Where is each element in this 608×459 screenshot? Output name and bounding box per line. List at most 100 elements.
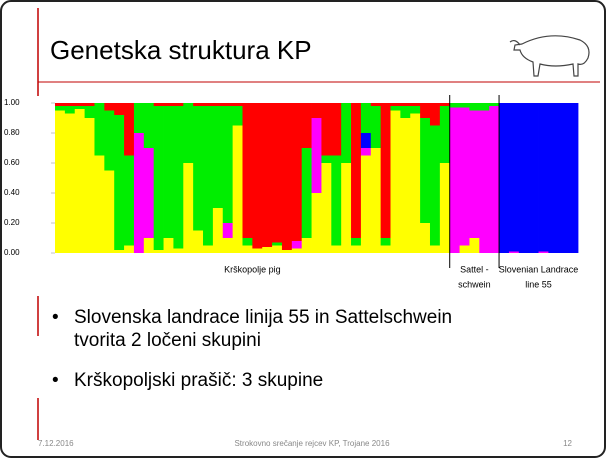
bar-segment: [469, 103, 479, 111]
slide: Genetska struktura KP • Slovenska landra…: [0, 0, 608, 459]
y-tick-label: 0.20: [4, 218, 20, 227]
bar-segment: [351, 103, 361, 238]
bar-segment: [55, 103, 65, 106]
bar-segment: [144, 148, 154, 238]
bar-segment: [124, 246, 134, 254]
bar-segment: [331, 103, 341, 156]
bar-segment: [124, 103, 134, 156]
bar-segment: [75, 106, 85, 109]
bar-segment: [292, 241, 302, 249]
bar-segment: [410, 114, 420, 254]
bar-segment: [361, 148, 371, 156]
group-label: Slovenian Landrace: [499, 264, 579, 274]
bar-segment: [371, 106, 381, 148]
bar-segment: [223, 238, 233, 253]
bar-segment: [410, 106, 420, 114]
bar-segment: [213, 106, 223, 208]
bar-segment: [361, 156, 371, 254]
bar-segment: [391, 106, 401, 111]
bar-segment: [509, 103, 519, 252]
bar-segment: [341, 103, 351, 163]
bullet-marker: •: [52, 370, 59, 391]
footer-date: 7.12.2016: [38, 439, 74, 448]
bar-segment: [164, 106, 174, 238]
bullet-text: tvorita 2 ločeni skupini: [74, 330, 261, 351]
footer-page: 12: [563, 439, 572, 448]
bar-segment: [262, 103, 272, 247]
bar-segment: [94, 156, 104, 254]
bar-segment: [450, 103, 460, 108]
bar-segment: [272, 246, 282, 254]
bar-segment: [489, 103, 499, 106]
bullets: • Slovenska landrace linija 55 in Sattel…: [52, 307, 452, 391]
bar-segment: [233, 106, 243, 126]
bar-segment: [65, 103, 75, 106]
bar-segment: [193, 106, 203, 231]
group-label: schwein: [458, 279, 491, 289]
bar-segment: [302, 103, 312, 148]
bar-segment: [252, 103, 262, 249]
bar-segment: [430, 126, 440, 246]
bar-segment: [381, 238, 391, 246]
bar-segment: [193, 103, 203, 106]
bar-segment: [381, 103, 391, 238]
bar-segment: [361, 133, 371, 148]
bar-segment: [420, 118, 430, 223]
bar-segment: [85, 118, 95, 253]
group-label: Krškopolje pig: [224, 264, 281, 274]
bar-segment: [400, 103, 410, 106]
bar-segment: [410, 103, 420, 106]
bar-segment: [223, 103, 233, 106]
slide-title: Genetska struktura KP: [50, 35, 312, 65]
bar-segment: [371, 148, 381, 253]
bar-segment: [272, 103, 282, 243]
bullet-marker: •: [52, 307, 59, 328]
bar-segment: [321, 163, 331, 253]
bar-segment: [341, 163, 351, 253]
bar-segment: [144, 103, 154, 148]
bar-segment: [391, 111, 401, 254]
bar-segment: [558, 103, 568, 253]
bar-segment: [529, 103, 539, 253]
bar-segment: [400, 118, 410, 253]
bar-segment: [479, 111, 489, 254]
bar-segment: [203, 106, 213, 246]
bar-segment: [361, 103, 371, 133]
bar-segment: [321, 156, 331, 164]
bar-segment: [440, 103, 450, 106]
y-tick-label: 0.80: [4, 128, 20, 137]
bar-segment: [124, 156, 134, 246]
bar-segment: [213, 208, 223, 253]
bar-segment: [420, 223, 430, 253]
bar-segment: [400, 106, 410, 118]
bar-segment: [233, 103, 243, 106]
bar-segment: [450, 108, 460, 254]
bar-segment: [173, 103, 183, 106]
bar-segment: [430, 246, 440, 254]
bar-segment: [469, 111, 479, 239]
bar-segment: [509, 252, 519, 254]
y-tick-label: 0.60: [4, 158, 20, 167]
bar-segment: [262, 247, 272, 253]
bar-segment: [331, 156, 341, 246]
bar-segment: [252, 249, 262, 254]
bar-segment: [85, 103, 95, 106]
bar-segment: [242, 238, 252, 246]
bar-segment: [223, 223, 233, 238]
bar-segment: [203, 103, 213, 106]
bar-segment: [154, 103, 164, 106]
bar-segment: [134, 103, 144, 133]
bar-segment: [469, 238, 479, 253]
group-label: line 55: [525, 279, 552, 289]
bar-segment: [164, 238, 174, 253]
footer-event: Strokovno srečanje rejcev KP, Trojane 20…: [234, 439, 390, 448]
bar-segment: [292, 103, 302, 241]
y-tick-label: 0.00: [4, 248, 20, 257]
bar-segment: [282, 250, 292, 253]
bar-segment: [114, 250, 124, 253]
bullet-text: Slovenska landrace linija 55 in Sattelsc…: [74, 307, 452, 328]
y-tick-label: 1.00: [4, 98, 20, 107]
bar-segment: [489, 106, 499, 253]
bar-segment: [173, 106, 183, 249]
